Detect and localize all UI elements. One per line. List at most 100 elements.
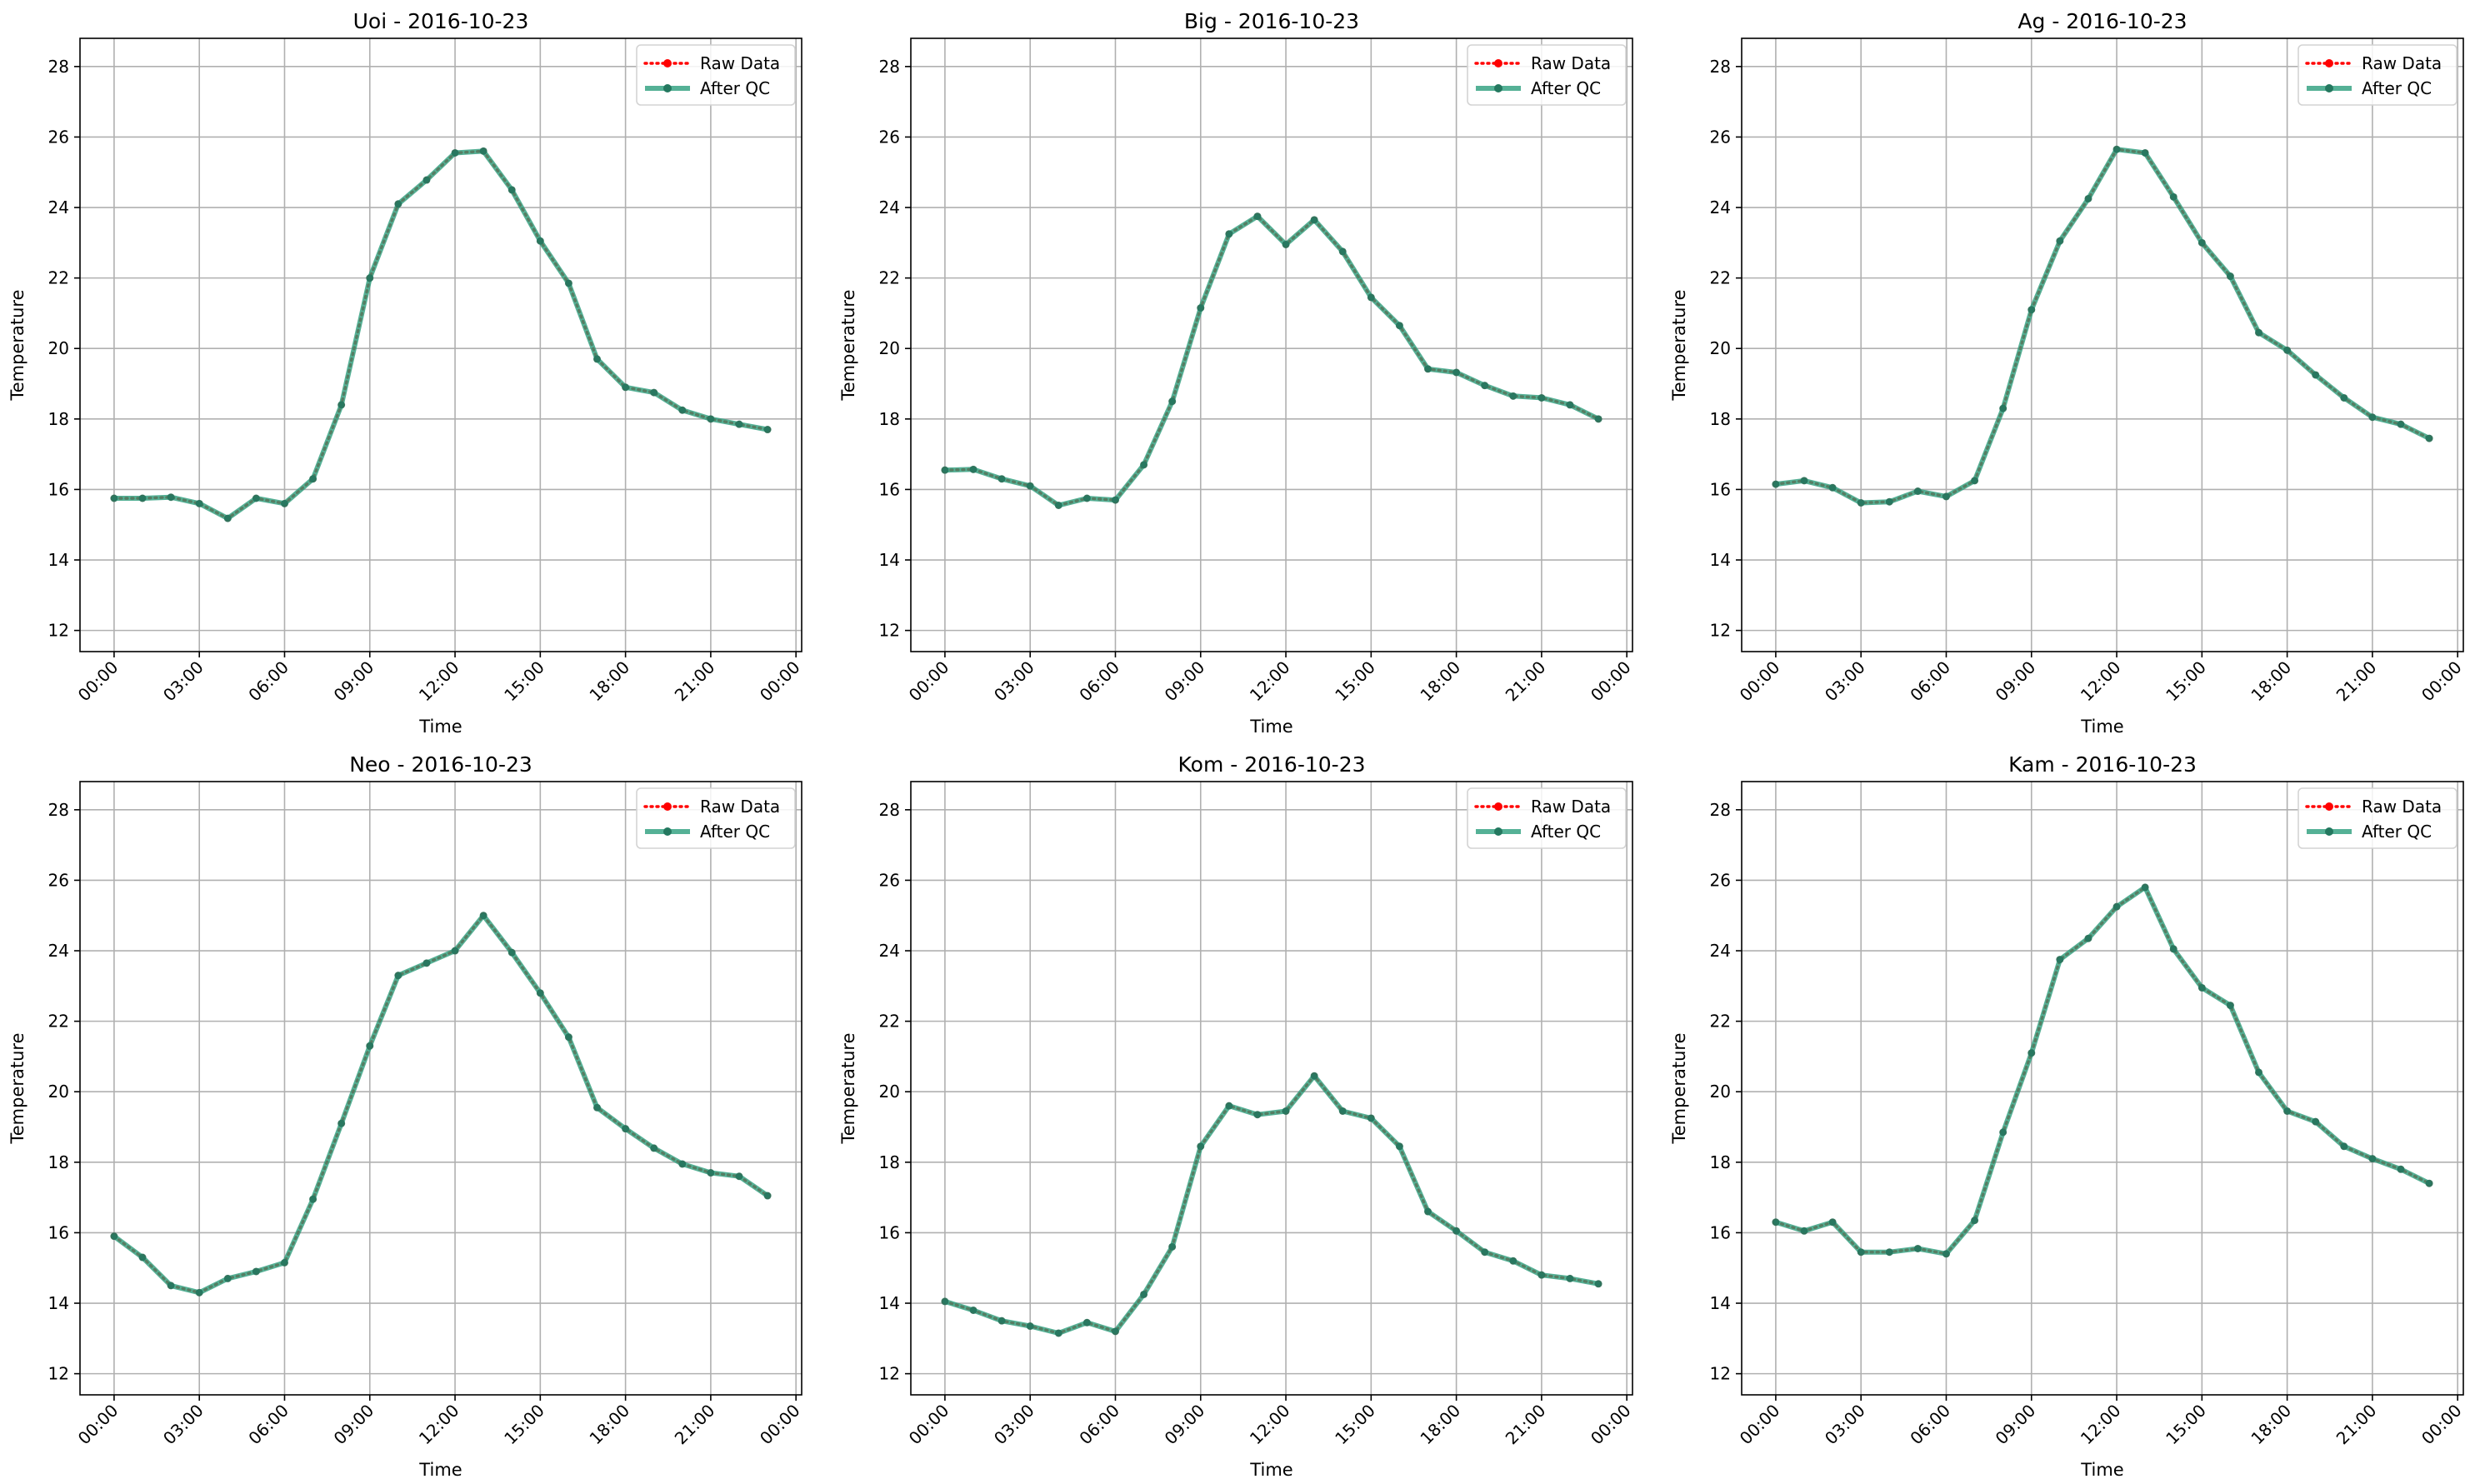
y-tick-label: 12 [48,1364,69,1384]
after-qc-point [309,1195,318,1203]
x-tick-label: 12:00 [1246,657,1294,706]
plot-frame [79,37,802,652]
x-tick-label: 03:00 [990,1401,1038,1449]
x-tick-label: 12:00 [415,1401,463,1449]
x-tick-label: 15:00 [1331,1401,1379,1449]
x-tick-label: 03:00 [159,657,208,706]
after-qc-point [2368,1155,2377,1163]
y-tick-label: 18 [48,409,69,429]
y-tick-label: 28 [1710,57,1731,77]
x-tick-label: 18:00 [2247,657,2295,706]
after-qc-point [2056,237,2064,245]
after-qc-point [1452,1227,1461,1235]
after-qc-point [2425,1179,2433,1187]
after-qc-point [763,426,772,434]
legend-after-qc-label: After QC [1531,822,1601,842]
after-qc-point [1566,401,1574,409]
after-qc-point [1481,1248,1489,1257]
x-tick-label: 18:00 [2247,1401,2295,1449]
after-qc-point [1509,1257,1518,1265]
after-qc-point [763,1192,772,1200]
y-tick-label: 16 [48,1222,69,1242]
y-axis-label: Temperature [838,1032,858,1144]
after-qc-point [1566,1274,1574,1282]
after-qc-point [536,237,544,245]
y-tick-label: 24 [879,941,900,961]
after-qc-point [1253,212,1262,221]
after-qc-point [1999,1128,2008,1137]
after-qc-point [2226,1002,2234,1010]
y-tick-label: 22 [879,268,900,288]
after-qc-point [1026,482,1034,490]
legend: Raw Data After QC [636,44,796,106]
after-qc-point [969,465,978,473]
y-tick-label: 16 [1710,479,1731,499]
y-tick-label: 26 [1710,870,1731,890]
subplot-0: 12 14 16 18 20 22 24 26 28 00:00 03:00 06:00 09:00 12… [8,9,804,737]
subplot-title: Uoi - 2016-10-23 [353,9,529,33]
after-qc-point [1367,293,1375,302]
legend-after-qc-marker [663,84,672,92]
after-qc-point [2141,148,2149,157]
x-axis-label: Time [2080,717,2123,737]
y-axis-label: Temperature [8,289,28,401]
after-qc-point [309,475,318,483]
after-qc-point [1168,397,1177,406]
after-qc-point [1168,1242,1177,1251]
after-qc-point [1197,1142,1205,1151]
y-tick-label: 28 [879,800,900,820]
legend-after-qc-label: After QC [1531,78,1601,98]
after-qc-point [1197,304,1205,312]
legend-after-qc-label: After QC [2362,78,2432,98]
x-tick-label: 00:00 [756,1401,804,1449]
x-tick-label: 15:00 [2162,1401,2210,1449]
x-tick-label: 21:00 [2332,657,2381,706]
x-tick-label: 03:00 [1821,657,1869,706]
x-tick-label: 15:00 [500,1401,548,1449]
after-qc-point [1971,1217,1979,1225]
subplot-title: Kom - 2016-10-23 [1178,752,1366,777]
x-tick-label: 18:00 [1416,1401,1464,1449]
after-qc-point [1395,322,1403,330]
y-tick-label: 14 [1710,1293,1731,1313]
after-qc-point [593,1103,602,1112]
y-axis-label: Temperature [1669,289,1689,401]
after-qc-point [707,415,715,423]
legend-after-qc-marker [2325,827,2333,836]
after-qc-point [366,1042,374,1050]
x-tick-label: 09:00 [1992,1401,2040,1449]
y-tick-label: 28 [1710,800,1731,820]
legend-raw-data-label: Raw Data [700,797,780,817]
x-tick-label: 18:00 [1416,657,1464,706]
after-qc-point [338,1119,346,1127]
x-tick-label: 06:00 [244,1401,292,1449]
after-qc-point [1225,230,1233,238]
after-qc-point [1225,1102,1233,1110]
after-qc-point [1857,498,1865,507]
legend: Raw Data After QC [1467,44,1627,106]
after-qc-point [508,186,516,194]
y-tick-label: 18 [1710,1152,1731,1172]
after-qc-point [1999,404,2008,412]
after-qc-point [195,1288,203,1297]
x-tick-label: 09:00 [1161,657,1209,706]
x-axis-label: Time [1249,717,1292,737]
after-qc-point [1594,415,1602,423]
after-qc-point [2283,1107,2292,1115]
after-qc-point [1082,1318,1091,1327]
x-tick-label: 00:00 [2418,1401,2466,1449]
after-qc-point [1772,1218,1780,1227]
plot-frame [1741,37,2464,652]
after-qc-point [678,1160,687,1168]
y-tick-label: 12 [879,621,900,641]
after-qc-point [1424,365,1432,373]
y-tick-label: 12 [879,1364,900,1384]
x-tick-label: 21:00 [671,1401,719,1449]
y-tick-label: 28 [48,57,69,77]
y-tick-label: 14 [1710,550,1731,570]
after-qc-point [1310,216,1318,224]
x-tick-label: 00:00 [1736,1401,1784,1449]
plot-frame [910,781,1633,1396]
x-tick-label: 00:00 [905,1401,953,1449]
after-qc-point [1338,247,1347,256]
